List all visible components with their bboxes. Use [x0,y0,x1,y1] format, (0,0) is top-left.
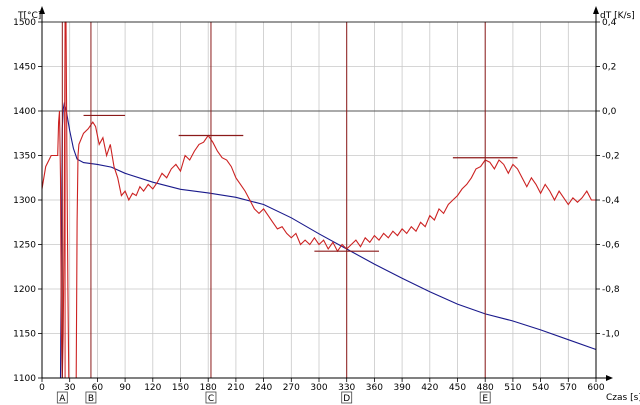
x-tick-label: 150 [172,383,189,393]
y-left-axis-title: T[°C] [17,11,41,21]
y-right-tick-label: -0,2 [602,152,620,162]
y-right-tick-label: -1,0 [602,330,620,340]
y-left-tick-label: 1400 [13,107,36,117]
y-right-tick-label: -0,8 [602,285,620,295]
x-tick-label: 30 [64,383,76,393]
marker-label-b: B [88,394,94,404]
marker-label-a: A [59,394,66,404]
x-tick-label: 0 [39,383,45,393]
x-tick-label: 300 [310,383,327,393]
x-tick-label: 210 [227,383,244,393]
series-layer [41,21,597,379]
y-right-tick-label: 0,4 [602,18,617,28]
y-right-tick-label: 0,0 [602,107,617,117]
x-tick-label: 180 [200,383,217,393]
temperature-series-line [59,101,597,379]
marker-box-b [85,391,97,404]
x-axis-arrow-icon [606,375,613,381]
marker-box-c [205,391,217,404]
marker-label-c: C [208,394,214,404]
y-left-tick-label: 1350 [13,152,36,162]
x-tick-label: 330 [338,383,355,393]
x-tick-label: 90 [119,383,131,393]
y-right-arrow-icon [593,6,599,14]
x-tick-label: 570 [560,383,577,393]
marker-label-d: D [343,394,350,404]
x-tick-label: 60 [92,383,104,393]
x-tick-label: 540 [532,383,549,393]
axes: 0 30 60 90 120 150 180 210 240 270 300 330 360 390 420… [13,6,620,393]
marker-label-e: E [482,394,488,404]
x-tick-label: 270 [283,383,300,393]
y-left-tick-label: 1250 [13,241,36,251]
marker-layer: A B C D E [56,22,518,404]
x-tick-label: 360 [366,383,383,393]
x-tick-label: 240 [255,383,272,393]
grid-lines [41,21,597,379]
y-right-tick-label: -0,6 [602,241,620,251]
x-tick-label: 480 [477,383,494,393]
x-tick-label: 600 [587,383,604,393]
y-left-arrow-icon [39,6,45,14]
y-right-tick-label: -0,4 [602,196,620,206]
x-tick-label: 450 [449,383,466,393]
marker-box-e [479,391,491,404]
x-tick-label: 390 [394,383,411,393]
x-tick-label: 420 [421,383,438,393]
marker-box-a [56,391,68,404]
marker-box-d [341,391,353,404]
y-right-tick-label: 0,2 [602,63,616,73]
y-left-tick-label: 1450 [13,63,36,73]
dT-series-line [41,21,596,379]
y-left-tick-label: 1100 [13,374,36,384]
y-left-tick-label: 1500 [13,18,36,28]
y-left-tick-label: 1200 [13,285,36,295]
y-left-tick-label: 1300 [13,196,36,206]
x-tick-label: 510 [504,383,521,393]
y-right-axis-title: dT [K/s] [600,11,635,21]
x-axis-title: Czas [s] [606,393,640,403]
x-tick-label: 120 [144,383,161,393]
y-left-tick-label: 1150 [13,330,36,340]
